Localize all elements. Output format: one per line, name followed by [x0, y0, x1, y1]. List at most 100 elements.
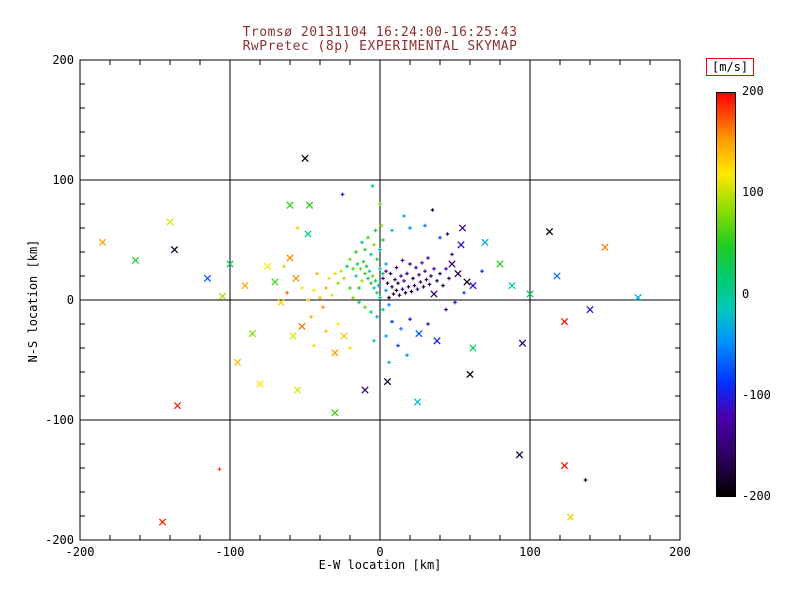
scatter-point	[384, 288, 388, 293]
scatter-point	[370, 184, 375, 188]
scatter-point	[508, 281, 516, 290]
scatter-point	[412, 283, 417, 288]
scatter-point	[423, 223, 427, 228]
scatter-point	[375, 257, 379, 261]
scatter-point	[388, 271, 393, 276]
scatter-point	[98, 238, 107, 247]
scatter-point	[444, 307, 448, 312]
scatter-point	[321, 305, 325, 309]
scatter-point	[358, 267, 363, 271]
scatter-point	[327, 276, 331, 281]
scatter-point	[354, 250, 358, 254]
colorbar-tick-label: -100	[742, 387, 771, 402]
scatter-point	[402, 279, 406, 283]
scatter-point	[361, 386, 369, 394]
scatter-point	[515, 451, 524, 459]
scatter-point	[408, 317, 412, 321]
scatter-point	[450, 252, 454, 257]
scatter-point	[426, 322, 430, 326]
scatter-point	[339, 269, 343, 273]
scatter-point	[385, 281, 390, 285]
scatter-point	[390, 285, 394, 289]
scatter-point	[381, 271, 385, 276]
scatter-point	[424, 277, 429, 282]
scatter-point	[364, 264, 369, 269]
scatter-point	[166, 218, 174, 226]
scatter-point	[378, 247, 382, 252]
scatter-point	[408, 226, 412, 230]
scatter-point	[586, 305, 594, 314]
scatter-point	[426, 256, 430, 260]
scatter-point	[400, 258, 405, 263]
scatter-point	[463, 278, 471, 286]
scatter-point	[369, 281, 373, 285]
scatter-point	[444, 267, 448, 271]
scatter-point	[481, 238, 489, 247]
scatter-point	[370, 274, 375, 278]
scatter-point	[430, 208, 435, 212]
scatter-point	[369, 310, 373, 314]
scatter-point	[376, 283, 381, 288]
scatter-point	[340, 332, 348, 340]
scatter-point	[390, 319, 394, 324]
scatter-point	[432, 267, 436, 271]
scatter-point	[369, 252, 373, 257]
scatter-point	[402, 214, 406, 218]
scatter-point	[312, 343, 316, 348]
y-tick-label: 100	[52, 173, 74, 187]
scatter-point	[400, 287, 405, 291]
scatter-point	[217, 467, 222, 471]
scatter-point	[357, 286, 361, 290]
scatter-point	[458, 224, 467, 232]
scatter-point	[445, 232, 450, 236]
scatter-point	[408, 262, 412, 266]
scatter-point	[480, 269, 484, 273]
scatter-point	[363, 305, 367, 309]
scatter-point	[203, 274, 212, 283]
scatter-point	[363, 271, 367, 276]
scatter-point	[390, 228, 394, 233]
scatter-point	[363, 247, 367, 252]
scatter-point	[518, 339, 527, 347]
scatter-point	[387, 303, 391, 307]
scatter-point	[306, 298, 310, 302]
scatter-point	[286, 254, 294, 262]
scatter-point	[375, 291, 379, 295]
scatter-point	[394, 288, 399, 293]
scatter-point	[330, 293, 334, 297]
scatter-point	[383, 377, 392, 386]
scatter-point	[248, 329, 257, 338]
x-tick-label: -100	[216, 545, 245, 559]
scatter-point	[301, 154, 309, 163]
scatter-point	[256, 380, 264, 388]
scatter-point	[158, 518, 167, 526]
scatter-point	[433, 337, 441, 345]
scatter-point	[391, 292, 396, 296]
scatter-point	[300, 286, 304, 290]
scatter-point	[333, 271, 337, 276]
x-tick-label: 0	[376, 545, 383, 559]
scatter-point	[429, 274, 433, 278]
scatter-point	[336, 281, 340, 285]
scatter-point	[405, 353, 409, 357]
scatter-point	[345, 264, 349, 269]
scatter-point	[351, 295, 355, 300]
y-tick-label: 0	[67, 293, 74, 307]
scatter-point	[292, 274, 300, 283]
scatter-point	[409, 289, 414, 294]
scatter-point	[342, 276, 346, 281]
colorbar-tick-label: -200	[742, 489, 771, 503]
scatter-point	[583, 478, 588, 482]
scatter-point	[427, 282, 432, 287]
scatter-point	[304, 230, 312, 238]
scatter-point	[560, 317, 569, 326]
scatter-point	[293, 386, 302, 394]
scatter-point	[348, 286, 352, 290]
scatter-point	[375, 315, 379, 319]
scatter-point	[406, 285, 411, 289]
scatter-point	[360, 240, 364, 245]
x-tick-label: 100	[519, 545, 541, 559]
scatter-point	[393, 277, 397, 282]
scatter-point	[560, 461, 569, 470]
